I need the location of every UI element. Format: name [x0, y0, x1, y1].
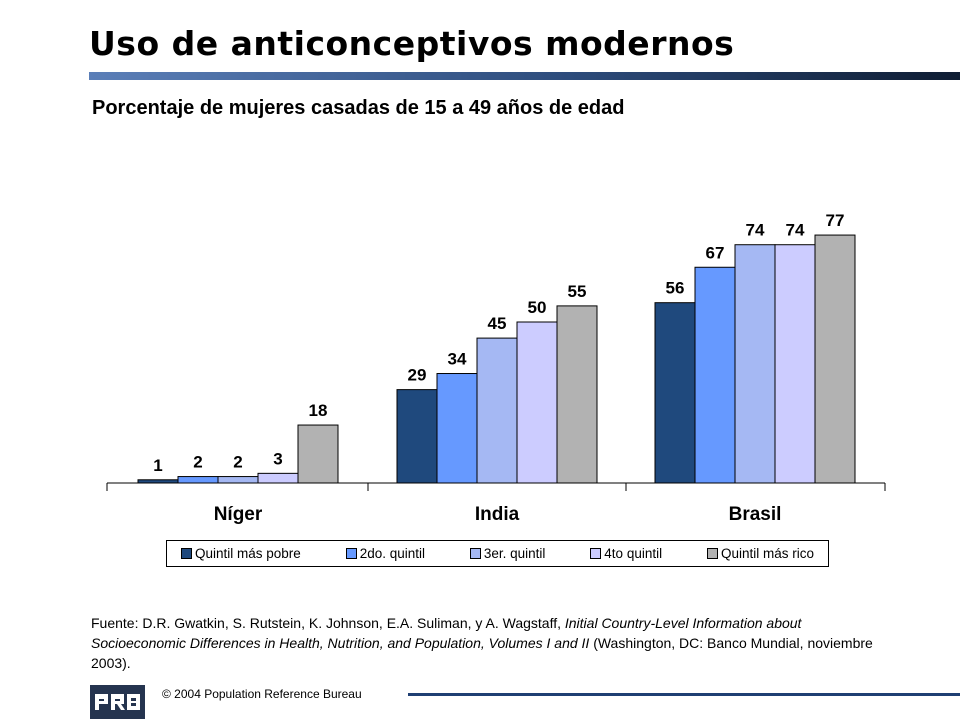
bar-2-1 [694, 266, 736, 484]
legend-swatch-0 [181, 548, 192, 559]
data-label-2-0: 56 [666, 279, 685, 298]
chart-legend: Quintil más pobre 2do. quintil 3er. quinti… [166, 540, 829, 567]
prb-logo [90, 685, 145, 719]
legend-item-0: Quintil más pobre [181, 546, 301, 561]
data-label-0-2: 2 [233, 453, 242, 472]
legend-item-3: 4to quintil [590, 546, 662, 561]
source-text: Fuente: D.R. Gwatkin, S. Rutstein, K. Jo… [91, 615, 565, 631]
bar-2-2 [734, 244, 776, 484]
legend-swatch-1 [345, 548, 357, 559]
data-label-2-1: 67 [706, 243, 725, 262]
legend-item-2: 3er. quintil [469, 546, 546, 561]
bar-1-3 [516, 321, 558, 484]
chart-subtitle: Porcentaje de mujeres casadas de 15 a 49… [92, 97, 625, 119]
data-label-2-2: 74 [746, 221, 765, 240]
category-label-0: Níger [214, 504, 263, 525]
category-label-1: India [475, 504, 520, 525]
legend-label-2: 3er. quintil [483, 546, 546, 561]
source-citation: Fuente: D.R. Gwatkin, S. Rutstein, K. Jo… [91, 613, 891, 673]
legend-label-4: Quintil más rico [720, 546, 814, 561]
legend-label-0: Quintil más pobre [195, 546, 301, 561]
data-label-1-1: 34 [448, 350, 467, 369]
legend-label-3: 4to quintil [604, 546, 663, 561]
data-label-2-3: 74 [786, 221, 805, 240]
category-label-2: Brasil [729, 504, 782, 525]
bar-2-3 [774, 244, 816, 484]
bar-1-1 [436, 373, 478, 484]
bar-2-4 [814, 234, 856, 484]
legend-swatch-4 [706, 548, 718, 559]
data-label-0-3: 3 [273, 449, 282, 468]
data-label-1-3: 50 [528, 298, 547, 317]
source-publisher: (Washington, DC: Banco Mundial, noviembr… [91, 635, 873, 671]
legend-item-1: 2do. quintil [345, 546, 425, 561]
legend-item-4: Quintil más rico [706, 546, 814, 561]
title-underline-bar [89, 72, 960, 80]
data-label-0-4: 18 [309, 401, 328, 420]
bar-0-4 [297, 424, 339, 484]
data-label-0-0: 1 [153, 456, 162, 475]
bar-1-2 [476, 337, 518, 484]
page-title: Uso de anticonceptivos modernos [89, 24, 735, 63]
bar-1-4 [556, 305, 598, 484]
bar-0-1 [177, 476, 219, 484]
bar-0-2 [217, 476, 259, 484]
legend-swatch-2 [469, 548, 481, 559]
bar-0-3 [257, 472, 299, 484]
data-label-1-2: 45 [488, 314, 507, 333]
bar-2-0 [654, 302, 696, 484]
bar-chart: 1 2 2 3 18 Níger 29 34 45 50 55 India 56 67 74 74 77 Bras… [106, 211, 886, 525]
copyright-text: © 2004 Population Reference Bureau [162, 687, 362, 701]
prb-logo-graphic [90, 685, 145, 719]
footer-rule [408, 693, 960, 696]
bar-1-0 [396, 389, 438, 484]
legend-label-1: 2do. quintil [359, 546, 425, 561]
data-label-1-0: 29 [408, 366, 427, 385]
legend-swatch-3 [590, 548, 602, 559]
source-title: Initial Country-Level Information about … [91, 615, 802, 651]
data-label-0-1: 2 [193, 453, 202, 472]
data-label-1-4: 55 [568, 282, 587, 301]
data-label-2-4: 77 [826, 211, 845, 230]
